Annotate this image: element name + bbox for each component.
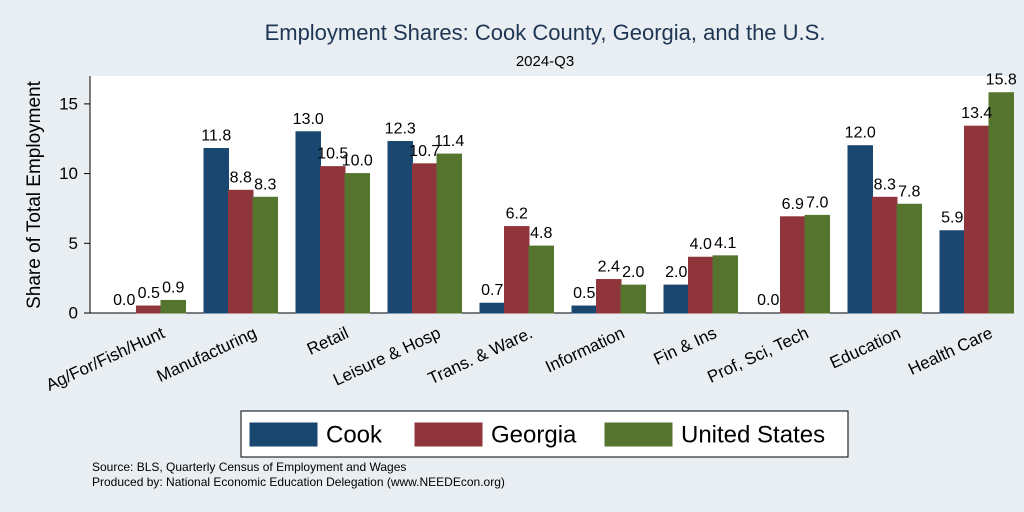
bar-united-states-manufacturing: [252, 196, 278, 314]
value-label-united-states-prof-sci-tech: 7.0: [806, 194, 828, 211]
bar-cook-fin-ins: [663, 284, 689, 314]
x-tick-label-fin-ins: Fin & Ins: [651, 323, 720, 369]
x-tick-label-manufacturing: Manufacturing: [154, 323, 260, 386]
legend-label-united-states: United States: [681, 422, 825, 449]
legend-items: Cook Georgia United States: [249, 422, 825, 449]
value-label-georgia-leisure-hosp: 10.7: [409, 143, 440, 160]
legend: Cook Georgia United States: [240, 410, 849, 458]
x-tick-label-trans-ware: Trans. & Ware.: [425, 323, 535, 388]
value-label-georgia-fin-ins: 4.0: [690, 236, 712, 253]
chart-title: Employment Shares: Cook County, Georgia,…: [265, 20, 826, 45]
bar-united-states-retail: [344, 173, 370, 314]
value-label-united-states-leisure-hosp: 11.4: [434, 133, 464, 150]
value-label-united-states-retail: 10.0: [342, 153, 373, 170]
value-label-united-states-education: 7.8: [898, 183, 920, 200]
bar-cook-health-care: [939, 230, 965, 314]
y-tick-label: 0: [69, 304, 78, 323]
legend-swatch-cook: [249, 422, 318, 447]
x-tick-label-health-care: Health Care: [905, 323, 995, 379]
source-note: Source: BLS, Quarterly Census of Employm…: [92, 460, 407, 474]
bar-united-states-prof-sci-tech: [804, 214, 830, 314]
bar-united-states-fin-ins: [712, 255, 738, 314]
bar-united-states-health-care: [988, 92, 1014, 314]
bar-georgia-trans-ware: [504, 226, 530, 314]
bar-united-states-leisure-hosp: [436, 153, 462, 314]
bar-cook-trans-ware: [479, 302, 505, 314]
value-label-cook-education: 12.0: [845, 125, 876, 142]
y-ticks: 0 5 10 15: [59, 94, 90, 323]
y-tick-label: 10: [59, 164, 78, 183]
value-label-cook-manufacturing: 11.8: [201, 127, 231, 144]
value-label-united-states-information: 2.0: [622, 264, 644, 281]
value-label-cook-leisure-hosp: 12.3: [385, 121, 416, 138]
bar-united-states-education: [896, 203, 922, 314]
value-label-georgia-trans-ware: 6.2: [506, 206, 528, 223]
bar-united-states-ag-for-fish-hunt: [160, 299, 186, 314]
y-tick-label: 5: [69, 234, 78, 253]
value-labels: 0.0 0.5 0.911.88.8 8.313.010.510.012.310.71…: [113, 72, 1017, 309]
value-label-united-states-manufacturing: 8.3: [254, 176, 276, 193]
x-tick-label-retail: Retail: [304, 323, 351, 359]
value-label-united-states-trans-ware: 4.8: [530, 225, 552, 242]
value-label-cook-information: 0.5: [573, 285, 595, 302]
bar-georgia-retail: [320, 166, 346, 314]
value-label-cook-health-care: 5.9: [941, 210, 963, 227]
value-label-georgia-education: 8.3: [874, 176, 896, 193]
bar-georgia-fin-ins: [688, 256, 714, 314]
bar-united-states-information: [620, 284, 646, 314]
produced-by-note: Produced by: National Economic Education…: [92, 475, 505, 489]
value-label-georgia-manufacturing: 8.8: [230, 169, 252, 186]
value-label-cook-fin-ins: 2.0: [665, 264, 687, 281]
value-label-georgia-information: 2.4: [598, 259, 620, 276]
value-label-georgia-ag-for-fish-hunt: 0.5: [138, 285, 160, 302]
bar-georgia-leisure-hosp: [412, 163, 438, 314]
legend-label-cook: Cook: [326, 422, 383, 449]
bar-cook-information: [571, 305, 597, 314]
x-tick-label-prof-sci-tech: Prof, Sci, Tech: [704, 323, 811, 386]
value-label-cook-prof-sci-tech: 0.0: [757, 292, 779, 309]
value-label-georgia-retail: 10.5: [317, 146, 348, 163]
legend-swatch-georgia: [414, 422, 483, 447]
x-tick-label-information: Information: [542, 323, 627, 376]
bar-georgia-manufacturing: [228, 189, 254, 314]
value-label-cook-ag-for-fish-hunt: 0.0: [113, 292, 135, 309]
y-tick-label: 15: [59, 94, 78, 113]
bar-cook-leisure-hosp: [387, 141, 413, 314]
chart-subtitle: 2024-Q3: [516, 53, 574, 70]
legend-swatch-united-states: [604, 422, 673, 447]
y-axis-label: Share of Total Employment: [24, 80, 45, 308]
value-label-cook-trans-ware: 0.7: [481, 282, 503, 299]
legend-label-georgia: Georgia: [491, 422, 577, 449]
value-label-georgia-health-care: 13.4: [961, 105, 992, 122]
bar-chart: Employment Shares: Cook County, Georgia,…: [24, 20, 1017, 458]
bar-georgia-information: [596, 279, 622, 314]
x-tick-label-education: Education: [827, 323, 904, 372]
bar-georgia-education: [872, 196, 898, 314]
bar-united-states-trans-ware: [528, 245, 554, 314]
bar-georgia-health-care: [964, 125, 990, 314]
bar-cook-education: [847, 145, 873, 314]
legend-box: [240, 410, 849, 458]
bar-georgia-prof-sci-tech: [780, 216, 806, 314]
value-label-united-states-fin-ins: 4.1: [714, 235, 736, 252]
value-label-united-states-health-care: 15.8: [986, 72, 1017, 89]
value-label-cook-retail: 13.0: [293, 111, 324, 128]
value-label-georgia-prof-sci-tech: 6.9: [782, 196, 804, 213]
bar-cook-manufacturing: [203, 147, 229, 314]
x-tick-label-ag-for-fish-hunt: Ag/For/Fish/Hunt: [43, 323, 168, 395]
bars: [136, 92, 1014, 314]
bar-georgia-ag-for-fish-hunt: [136, 305, 162, 314]
value-label-united-states-ag-for-fish-hunt: 0.9: [162, 279, 184, 296]
